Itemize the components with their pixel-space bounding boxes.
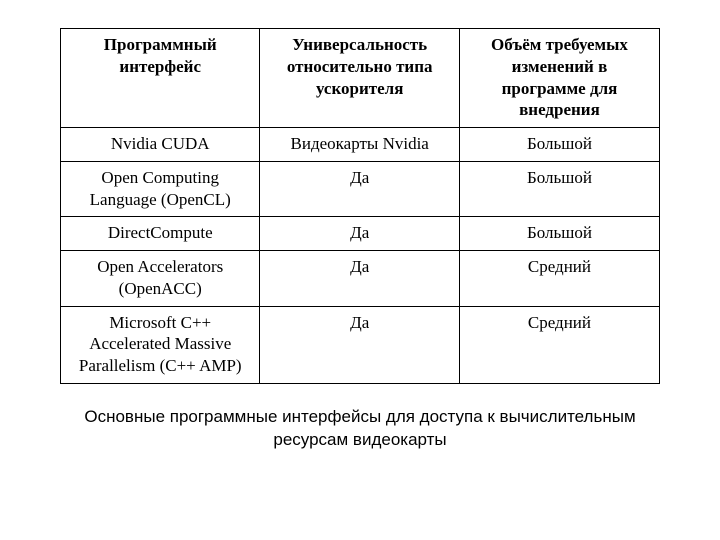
table-caption: Основные программные интерфейсы для дост… [84, 406, 636, 452]
table-row: Nvidia CUDA Видеокарты Nvidia Большой [61, 128, 660, 162]
table-row: DirectCompute Да Большой [61, 217, 660, 251]
table-row: Open Computing Language (OpenCL) Да Боль… [61, 161, 660, 217]
page: Программный интерфейс Универсальность от… [0, 0, 720, 540]
col-header-changes: Объём требуемых изменений в программе дл… [459, 29, 659, 128]
col-header-universal: Универсальность относительно типа ускори… [260, 29, 459, 128]
cell-changes: Средний [459, 306, 659, 383]
cell-changes: Средний [459, 251, 659, 307]
cell-api: Open Accelerators (OpenACC) [61, 251, 260, 307]
cell-api: Open Computing Language (OpenCL) [61, 161, 260, 217]
table-row: Microsoft C++ Accelerated Massive Parall… [61, 306, 660, 383]
cell-universal: Да [260, 217, 459, 251]
cell-changes: Большой [459, 217, 659, 251]
cell-api: DirectCompute [61, 217, 260, 251]
cell-api: Nvidia CUDA [61, 128, 260, 162]
cell-changes: Большой [459, 161, 659, 217]
cell-api: Microsoft C++ Accelerated Massive Parall… [61, 306, 260, 383]
cell-universal: Видеокарты Nvidia [260, 128, 459, 162]
cell-universal: Да [260, 306, 459, 383]
api-table: Программный интерфейс Универсальность от… [60, 28, 660, 384]
cell-changes: Большой [459, 128, 659, 162]
cell-universal: Да [260, 161, 459, 217]
table-header-row: Программный интерфейс Универсальность от… [61, 29, 660, 128]
col-header-api: Программный интерфейс [61, 29, 260, 128]
cell-universal: Да [260, 251, 459, 307]
table-row: Open Accelerators (OpenACC) Да Средний [61, 251, 660, 307]
